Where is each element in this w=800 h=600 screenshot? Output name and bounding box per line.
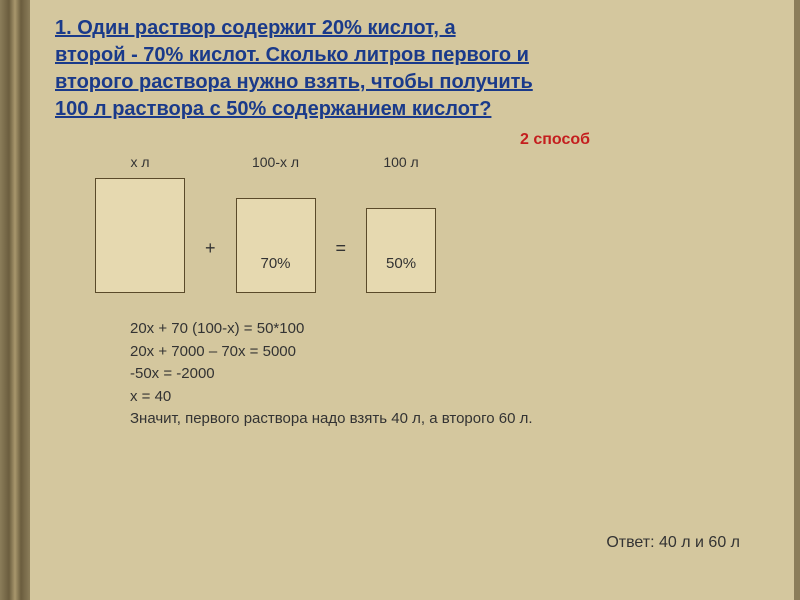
final-answer: Ответ: 40 л и 60 л (606, 534, 740, 552)
equals-operator: = (336, 238, 347, 259)
calculation-steps: 20х + 70 (100-х) = 50*100 20х + 7000 – 7… (130, 318, 775, 431)
plus-operator: + (205, 238, 216, 259)
box3: 50% (366, 208, 436, 293)
box3-value: 50% (386, 255, 416, 272)
box2: 70% (236, 198, 316, 293)
box2-value: 70% (261, 255, 291, 272)
box-group-2: 100-х л 70% (236, 154, 316, 293)
problem-line3: второго раствора нужно взять, чтобы полу… (55, 71, 533, 93)
solution-diagram: х л + 100-х л 70% = 100 л 50% (95, 154, 775, 293)
box1-label: х л (130, 154, 149, 170)
problem-statement: 1. Один раствор содержит 20% кислот, а в… (55, 15, 775, 123)
problem-line4: 100 л раствора с 50% содержанием кислот? (55, 98, 491, 120)
problem-line2: второй - 70% кислот. Сколько литров перв… (55, 44, 529, 66)
calc-line4: х = 40 (130, 386, 775, 409)
problem-line1: 1. Один раствор содержит 20% кислот, а (55, 17, 456, 39)
calc-conclusion: Значит, первого раствора надо взять 40 л… (130, 408, 775, 431)
decorative-border-right (794, 0, 800, 600)
calc-line2: 20х + 7000 – 70х = 5000 (130, 341, 775, 364)
method-label: 2 способ (335, 131, 775, 149)
box3-label: 100 л (383, 154, 418, 170)
calc-line1: 20х + 70 (100-х) = 50*100 (130, 318, 775, 341)
slide-content: 1. Один раствор содержит 20% кислот, а в… (55, 15, 775, 431)
calc-line3: -50х = -2000 (130, 363, 775, 386)
decorative-border-left (0, 0, 30, 600)
box1 (95, 178, 185, 293)
box-group-1: х л (95, 154, 185, 293)
box-group-3: 100 л 50% (366, 154, 436, 293)
box2-label: 100-х л (252, 154, 299, 170)
